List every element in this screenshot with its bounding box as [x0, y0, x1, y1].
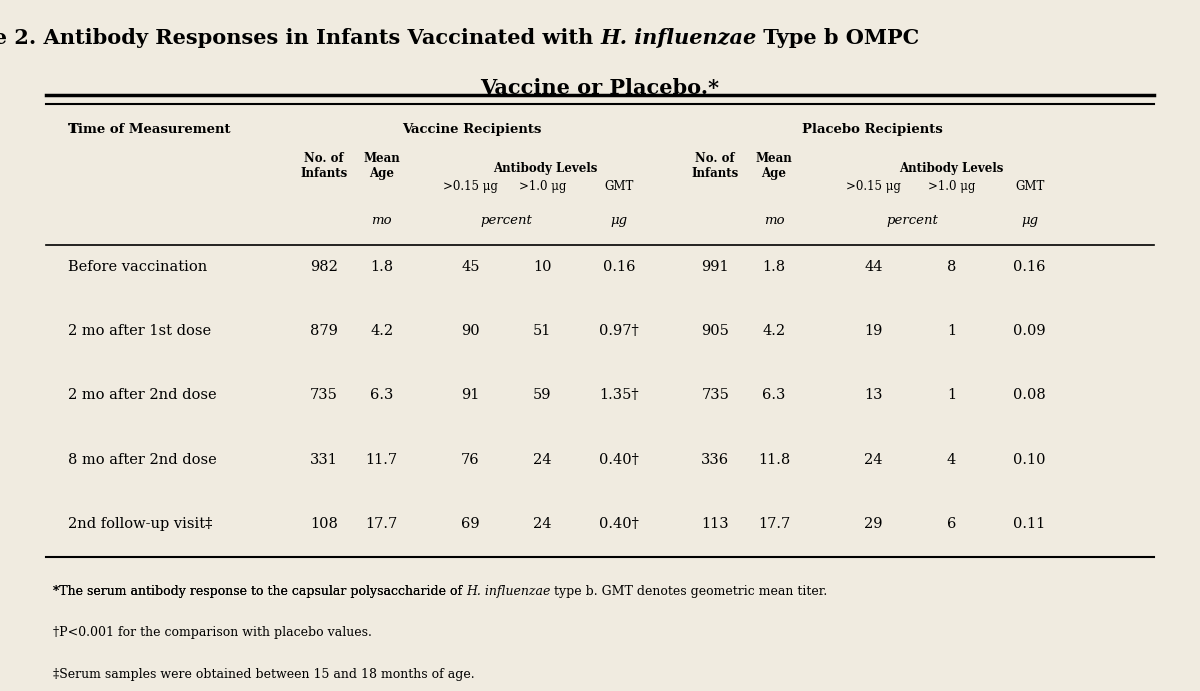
Text: 0.08: 0.08 — [1013, 388, 1046, 402]
Text: GMT: GMT — [605, 180, 634, 193]
Text: μg: μg — [611, 214, 628, 227]
Text: 113: 113 — [701, 517, 730, 531]
Text: 10: 10 — [533, 260, 552, 274]
Text: 45: 45 — [461, 260, 480, 274]
Text: 19: 19 — [864, 324, 883, 338]
Text: 6.3: 6.3 — [370, 388, 394, 402]
Text: 51: 51 — [533, 324, 552, 338]
Text: type b. GMT denotes geometric mean titer.: type b. GMT denotes geometric mean titer… — [551, 585, 828, 598]
Text: 905: 905 — [701, 324, 730, 338]
Text: 336: 336 — [701, 453, 730, 466]
Text: 4.2: 4.2 — [370, 324, 394, 338]
Text: 0.09: 0.09 — [1013, 324, 1046, 338]
Text: 0.16: 0.16 — [1013, 260, 1046, 274]
Text: 879: 879 — [310, 324, 338, 338]
Text: Time of Measurement: Time of Measurement — [68, 123, 230, 136]
Text: 1.8: 1.8 — [370, 260, 394, 274]
Text: H. influenzae: H. influenzae — [466, 585, 551, 598]
Text: 1: 1 — [947, 388, 956, 402]
Text: Placebo Recipients: Placebo Recipients — [802, 123, 943, 136]
Text: 2 mo after 1st dose: 2 mo after 1st dose — [68, 324, 211, 338]
Text: 6: 6 — [947, 517, 956, 531]
Text: mo: mo — [371, 214, 392, 227]
Text: 6.3: 6.3 — [762, 388, 786, 402]
Text: 735: 735 — [310, 388, 338, 402]
Text: 13: 13 — [864, 388, 883, 402]
Text: >0.15 μg: >0.15 μg — [443, 180, 498, 193]
Text: 0.10: 0.10 — [1013, 453, 1046, 466]
Text: 11.7: 11.7 — [366, 453, 397, 466]
Text: 44: 44 — [864, 260, 883, 274]
Text: Mean
Age: Mean Age — [364, 152, 400, 180]
Text: No. of
Infants: No. of Infants — [300, 152, 348, 180]
Text: 91: 91 — [461, 388, 480, 402]
Text: 69: 69 — [461, 517, 480, 531]
Text: 17.7: 17.7 — [758, 517, 790, 531]
Text: 0.97†: 0.97† — [599, 324, 640, 338]
Text: Antibody Levels: Antibody Levels — [493, 162, 596, 176]
Text: No. of
Infants: No. of Infants — [691, 152, 739, 180]
Text: 4.2: 4.2 — [762, 324, 786, 338]
Text: 76: 76 — [461, 453, 480, 466]
Text: 4: 4 — [947, 453, 956, 466]
Text: H. influenzae: H. influenzae — [600, 28, 756, 48]
Text: 11.8: 11.8 — [758, 453, 790, 466]
Text: 8: 8 — [947, 260, 956, 274]
Text: 735: 735 — [701, 388, 730, 402]
Text: Type b OMPC: Type b OMPC — [756, 28, 919, 48]
Text: 17.7: 17.7 — [366, 517, 397, 531]
Text: 1.35†: 1.35† — [599, 388, 640, 402]
Text: mo: mo — [763, 214, 785, 227]
Text: >0.15 μg: >0.15 μg — [846, 180, 901, 193]
Text: percent: percent — [887, 214, 938, 227]
Text: 24: 24 — [864, 453, 883, 466]
Text: Mean
Age: Mean Age — [756, 152, 792, 180]
Text: T: T — [68, 123, 78, 136]
Text: 0.11: 0.11 — [1014, 517, 1045, 531]
Text: Table 2. Antibody Responses in Infants Vaccinated with: Table 2. Antibody Responses in Infants V… — [0, 28, 600, 48]
Text: 982: 982 — [310, 260, 338, 274]
Text: μg: μg — [1021, 214, 1038, 227]
Text: percent: percent — [480, 214, 533, 227]
Text: 8 mo after 2nd dose: 8 mo after 2nd dose — [68, 453, 217, 466]
Text: 29: 29 — [864, 517, 883, 531]
Text: 24: 24 — [533, 517, 552, 531]
Text: ‡Serum samples were obtained between 15 and 18 months of age.: ‡Serum samples were obtained between 15 … — [53, 668, 474, 681]
Text: 90: 90 — [461, 324, 480, 338]
Text: Vaccine or Placebo.*: Vaccine or Placebo.* — [480, 78, 720, 98]
Text: 991: 991 — [701, 260, 730, 274]
Text: >1.0 μg: >1.0 μg — [928, 180, 976, 193]
Text: †P<0.001 for the comparison with placebo values.: †P<0.001 for the comparison with placebo… — [53, 626, 372, 639]
Text: 1: 1 — [947, 324, 956, 338]
Text: *The serum antibody response to the capsular polysaccharide of: *The serum antibody response to the caps… — [53, 585, 466, 598]
Text: 59: 59 — [533, 388, 552, 402]
Text: 331: 331 — [310, 453, 338, 466]
Text: 0.40†: 0.40† — [599, 517, 640, 531]
Text: 0.40†: 0.40† — [599, 453, 640, 466]
Text: 2nd follow-up visit‡: 2nd follow-up visit‡ — [68, 517, 212, 531]
Text: Antibody Levels: Antibody Levels — [900, 162, 1003, 176]
Text: GMT: GMT — [1015, 180, 1044, 193]
Text: Before vaccination: Before vaccination — [68, 260, 208, 274]
Text: Vaccine Recipients: Vaccine Recipients — [402, 123, 541, 136]
Text: 2 mo after 2nd dose: 2 mo after 2nd dose — [68, 388, 217, 402]
Text: 1.8: 1.8 — [762, 260, 786, 274]
Text: 0.16: 0.16 — [602, 260, 636, 274]
Text: >1.0 μg: >1.0 μg — [518, 180, 566, 193]
Text: 108: 108 — [310, 517, 338, 531]
Text: *The serum antibody response to the capsular polysaccharide of: *The serum antibody response to the caps… — [53, 585, 466, 598]
Text: 24: 24 — [533, 453, 552, 466]
